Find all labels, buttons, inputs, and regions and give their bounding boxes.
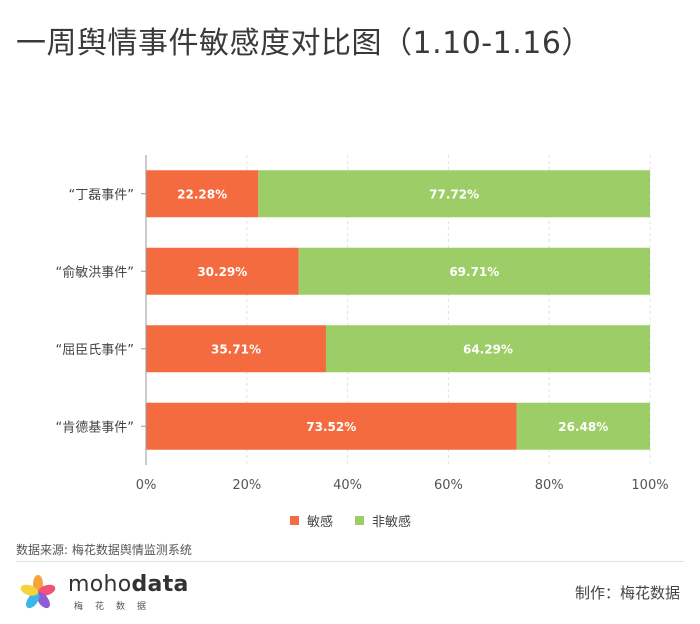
legend-label-nonsensitive: 非敏感 bbox=[372, 515, 412, 530]
category-label: “屈臣氏事件” bbox=[56, 343, 134, 358]
data-label: 73.52% bbox=[306, 420, 356, 434]
category-label: “俞敏洪事件” bbox=[56, 264, 134, 280]
x-tick-label: 0% bbox=[136, 478, 157, 493]
legend-swatch-nonsensitive bbox=[355, 516, 365, 525]
data-label: 77.72% bbox=[429, 187, 479, 201]
brand-name: mohodata bbox=[68, 572, 189, 597]
bar-segment[interactable] bbox=[325, 325, 650, 373]
bar-segment[interactable] bbox=[146, 325, 326, 373]
legend-label-sensitive: 敏感 bbox=[307, 515, 334, 530]
axes: 0% 20% 40% 60% 80% 100% “丁磊事件” “俞敏洪事件” “屈臣氏事件” “肯… bbox=[56, 155, 669, 493]
data-source: 数据来源: 梅花数据舆情监测系统 bbox=[16, 543, 192, 557]
chart-title: 一周舆情事件敏感度对比图（1.10-1.16） bbox=[16, 26, 592, 61]
data-label: 26.48% bbox=[558, 420, 608, 434]
bar-segment[interactable] bbox=[146, 170, 259, 218]
legend-item-sensitive[interactable]: 敏感 bbox=[290, 511, 333, 530]
category-label: “肯德基事件” bbox=[56, 420, 134, 435]
stacked-bar-chart: 22.28% 77.72% 30.29% 69.71% 35.71% 64.29% 73.5… bbox=[56, 155, 669, 493]
credit-text: 制作：梅花数据 bbox=[574, 584, 680, 602]
data-label: 30.29% bbox=[197, 265, 247, 279]
bar-segment[interactable] bbox=[146, 402, 517, 450]
legend-swatch-sensitive bbox=[290, 516, 299, 525]
x-tick-label: 20% bbox=[232, 478, 261, 493]
bar-segment[interactable] bbox=[258, 170, 650, 218]
data-label: 35.71% bbox=[211, 342, 261, 356]
data-label: 22.28% bbox=[177, 187, 227, 201]
brand-name-bold: data bbox=[131, 572, 189, 597]
x-tick-label: 100% bbox=[631, 478, 668, 493]
brand-subtitle: 梅花数据 bbox=[74, 602, 159, 612]
bars: 22.28% 77.72% 30.29% 69.71% 35.71% 64.29% 73.5… bbox=[146, 170, 650, 450]
bar-segment[interactable] bbox=[516, 402, 650, 450]
pinwheel-logo-icon bbox=[20, 575, 56, 609]
bar-segment[interactable] bbox=[146, 247, 299, 295]
footer-divider bbox=[16, 561, 684, 562]
data-label: 64.29% bbox=[463, 342, 513, 356]
x-tick-label: 40% bbox=[333, 478, 362, 493]
legend: 敏感 非敏感 bbox=[290, 511, 433, 530]
x-tick-label: 80% bbox=[535, 478, 564, 493]
category-label: “丁磊事件” bbox=[69, 188, 134, 203]
brand-name-light: moho bbox=[68, 572, 132, 597]
data-label: 69.71% bbox=[449, 265, 499, 279]
legend-item-nonsensitive[interactable]: 非敏感 bbox=[355, 511, 411, 530]
x-tick-label: 60% bbox=[434, 478, 463, 493]
bar-segment[interactable] bbox=[298, 247, 650, 295]
